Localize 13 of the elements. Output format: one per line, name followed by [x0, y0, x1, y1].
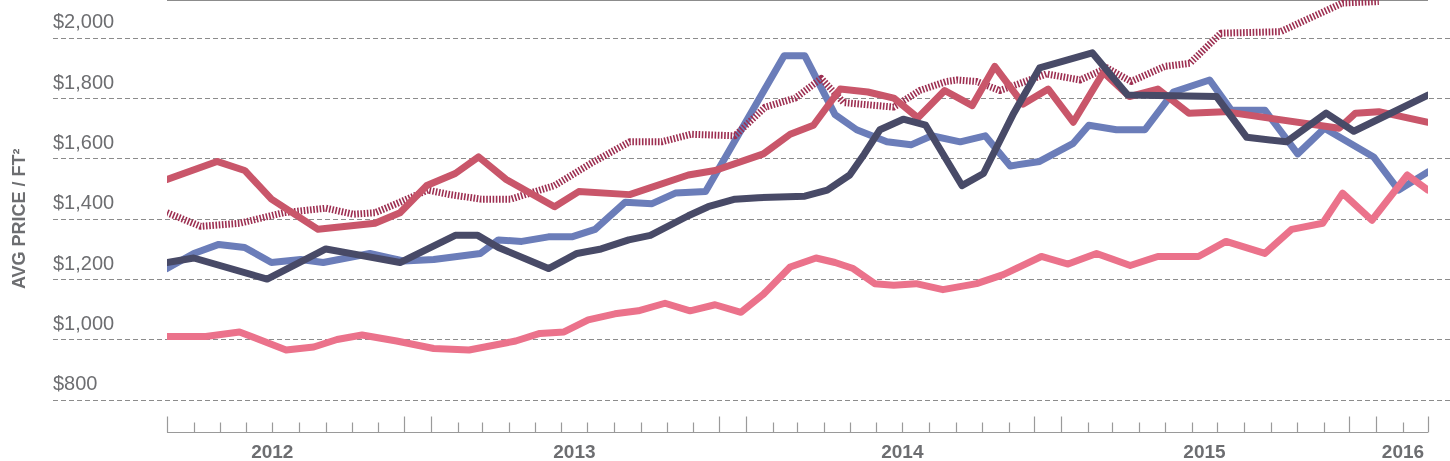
y-tick-label: $2,000: [53, 10, 115, 33]
x-tick-label: 2012: [251, 440, 294, 461]
x-tick-label: 2015: [1183, 440, 1227, 461]
y-tick-label: $1,600: [53, 130, 115, 153]
y-axis-title: AVG PRICE / FT²: [8, 148, 29, 290]
y-tick-label: $800: [53, 372, 98, 395]
x-tick-label: 2014: [881, 440, 924, 461]
x-tick-label: 2016: [1381, 440, 1425, 461]
y-tick-label: $1,000: [53, 311, 115, 334]
y-tick-label: $1,800: [53, 70, 115, 93]
y-tick-label: $1,200: [53, 251, 115, 274]
y-tick-label: $1,400: [53, 191, 115, 214]
x-tick-label: 2013: [553, 440, 596, 461]
